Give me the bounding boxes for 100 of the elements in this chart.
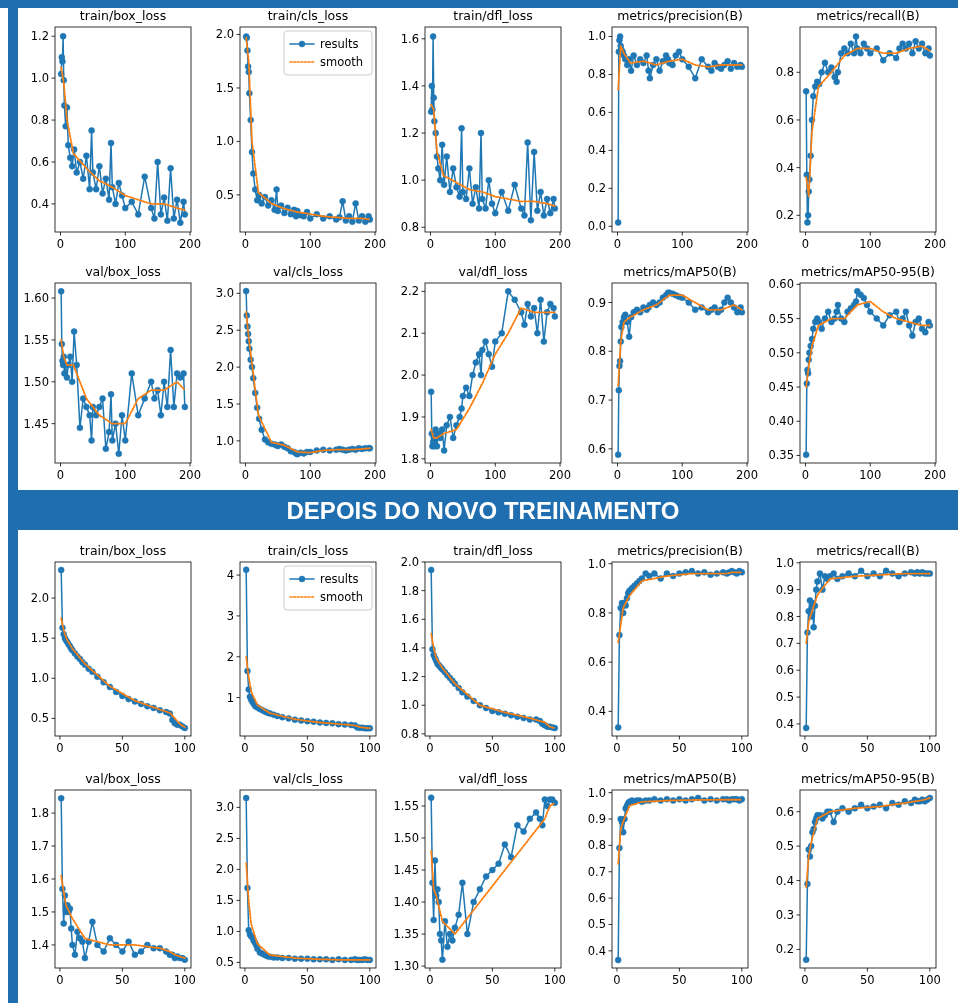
x-tick-label: 100 <box>859 237 882 251</box>
x-tick-label: 100 <box>918 973 941 987</box>
y-tick-label: 2.0 <box>215 862 234 877</box>
y-tick-label: 2.2 <box>400 284 419 299</box>
y-tick-label: 1.0 <box>775 555 794 570</box>
y-tick-label: 1.9 <box>400 409 419 424</box>
y-tick-label: 1.0 <box>587 556 606 571</box>
x-tick-label: 0 <box>801 741 809 755</box>
x-tick-label: 50 <box>485 741 500 755</box>
y-tick-label: 0.55 <box>768 311 794 326</box>
x-tick-label: 0 <box>801 468 810 482</box>
x-tick-label: 50 <box>115 741 130 755</box>
y-tick-label: 0.2 <box>587 181 606 196</box>
x-tick-label: 0 <box>613 468 622 482</box>
x-tick-label: 200 <box>549 237 572 251</box>
x-tick-label: 50 <box>672 741 687 755</box>
x-tick-label: 50 <box>300 741 315 755</box>
y-tick-label: 0.6 <box>587 655 606 670</box>
chart-title: metrics/mAP50(B) <box>623 771 737 786</box>
y-tick-label: 1.60 <box>23 291 49 306</box>
x-tick-label: 100 <box>173 973 196 987</box>
y-tick-label: 1.0 <box>215 924 234 939</box>
y-tick-label: 1.0 <box>400 698 419 713</box>
x-tick-label: 100 <box>543 973 566 987</box>
y-tick-label: 0.5 <box>775 839 794 854</box>
chart-title: metrics/recall(B) <box>816 8 920 23</box>
y-tick-label: 0.5 <box>775 690 794 705</box>
x-tick-label: 100 <box>543 741 566 755</box>
y-tick-label: 0.40 <box>768 414 794 429</box>
chart-title: metrics/mAP50-95(B) <box>801 264 935 279</box>
y-tick-label: 0.7 <box>587 393 606 408</box>
x-tick-label: 200 <box>179 468 202 482</box>
x-tick-label: 100 <box>358 973 381 987</box>
y-tick-label: 0.35 <box>768 448 794 463</box>
y-tick-label: 0.8 <box>587 605 606 620</box>
y-tick-label: 1.4 <box>30 937 49 952</box>
y-tick-label: 0.50 <box>768 345 794 360</box>
x-tick-label: 100 <box>173 741 196 755</box>
x-tick-label: 200 <box>549 468 572 482</box>
x-tick-label: 200 <box>364 468 387 482</box>
x-tick-label: 50 <box>672 973 687 987</box>
y-tick-label: 1.50 <box>393 831 419 846</box>
y-tick-label: 0.6 <box>30 154 49 169</box>
y-tick-label: 0.60 <box>768 277 794 292</box>
x-tick-label: 50 <box>860 741 875 755</box>
y-tick-label: 0.4 <box>587 704 606 719</box>
y-tick-label: 1.0 <box>587 29 606 44</box>
y-tick-label: 2.0 <box>215 27 234 42</box>
chart-title: train/dfl_loss <box>453 543 533 558</box>
y-tick-label: 0.8 <box>775 609 794 624</box>
y-tick-label: 1.8 <box>30 806 49 821</box>
x-tick-label: 0 <box>56 237 65 251</box>
y-tick-label: 0.8 <box>775 65 794 80</box>
y-tick-label: 0.6 <box>587 441 606 456</box>
y-tick-label: 1.35 <box>393 927 419 942</box>
x-tick-label: 200 <box>736 237 759 251</box>
x-tick-label: 100 <box>299 237 322 251</box>
y-tick-label: 0.2 <box>775 942 794 957</box>
x-tick-label: 100 <box>671 468 694 482</box>
x-tick-label: 100 <box>730 973 753 987</box>
y-tick-label: 1.0 <box>30 71 49 86</box>
x-tick-label: 0 <box>426 468 435 482</box>
y-tick-label: 0.6 <box>587 891 606 906</box>
legend-label: results <box>320 37 359 51</box>
y-tick-label: 0.6 <box>775 663 794 678</box>
x-tick-label: 0 <box>241 741 249 755</box>
x-tick-label: 100 <box>484 237 507 251</box>
y-tick-label: 0.9 <box>587 295 606 310</box>
y-tick-label: 0.4 <box>587 943 606 958</box>
y-tick-label: 0.2 <box>775 208 794 223</box>
y-tick-label: 0.8 <box>587 344 606 359</box>
y-tick-label: 1.2 <box>30 29 49 44</box>
y-tick-label: 1.5 <box>30 904 49 919</box>
y-tick-label: 0.4 <box>587 143 606 158</box>
y-tick-label: 2.0 <box>30 591 49 606</box>
legend-label: smooth <box>320 590 364 604</box>
x-tick-label: 0 <box>56 468 65 482</box>
y-tick-label: 2.5 <box>215 831 234 846</box>
x-tick-label: 100 <box>114 237 137 251</box>
x-tick-label: 0 <box>56 973 64 987</box>
y-tick-label: 1.0 <box>215 134 234 149</box>
y-tick-label: 1.0 <box>587 785 606 800</box>
x-tick-label: 100 <box>358 741 381 755</box>
x-tick-label: 200 <box>364 237 387 251</box>
y-tick-label: 0.4 <box>30 196 49 211</box>
x-tick-label: 200 <box>736 468 759 482</box>
chart-title: val/box_loss <box>85 771 161 786</box>
y-tick-label: 0.0 <box>587 219 606 234</box>
x-tick-label: 100 <box>299 468 322 482</box>
x-tick-label: 50 <box>300 973 315 987</box>
x-tick-label: 0 <box>613 741 621 755</box>
y-tick-label: 2.0 <box>400 368 419 383</box>
chart-title: metrics/precision(B) <box>617 543 743 558</box>
x-tick-label: 0 <box>426 741 434 755</box>
y-tick-label: 1.40 <box>393 895 419 910</box>
y-tick-label: 2 <box>226 649 234 664</box>
y-tick-label: 0.6 <box>587 105 606 120</box>
y-tick-label: 0.8 <box>587 838 606 853</box>
chart-title: val/dfl_loss <box>458 771 528 786</box>
y-tick-label: 0.7 <box>587 864 606 879</box>
